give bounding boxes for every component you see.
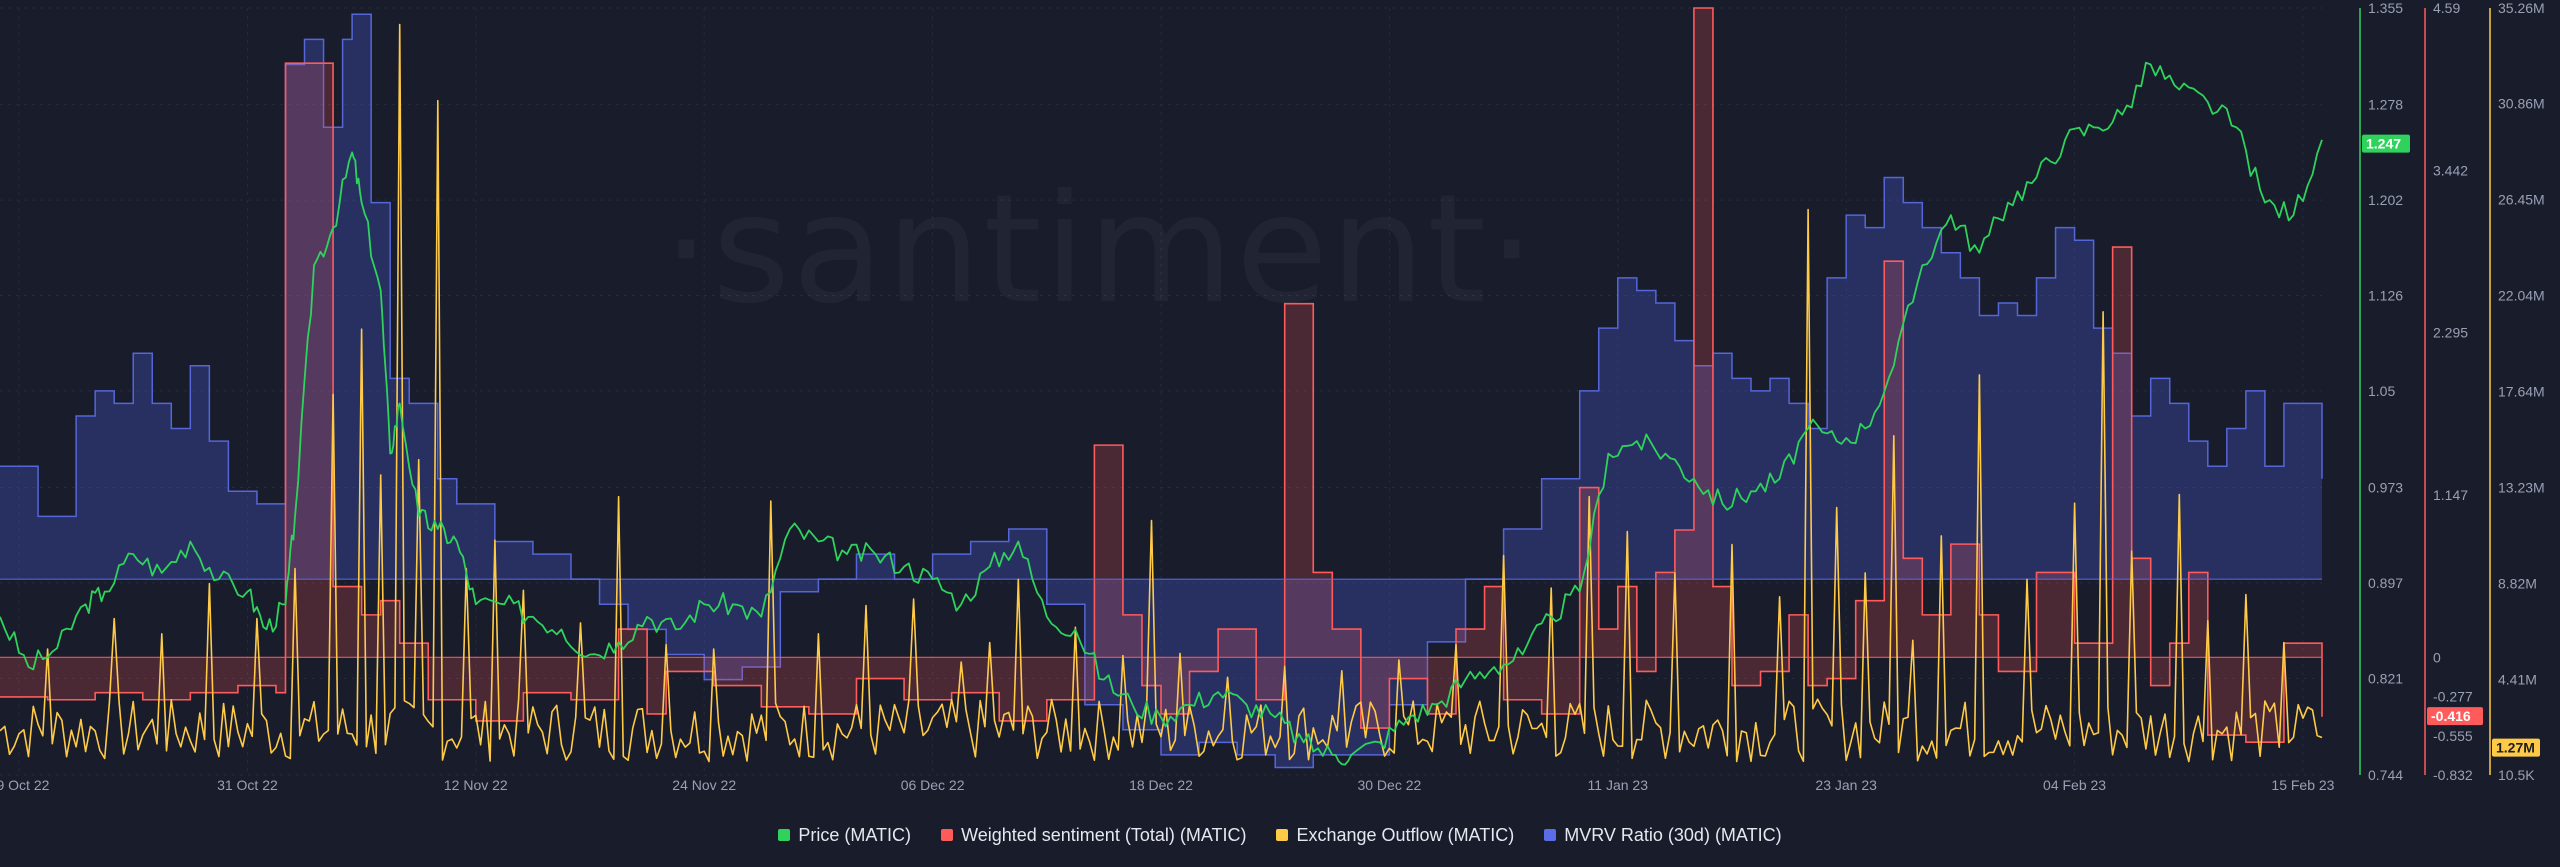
sentiment-tick-label: -0.832 xyxy=(2433,767,2473,783)
outflow-tick-label: 35.26M xyxy=(2498,0,2545,16)
x-tick-label: 04 Feb 23 xyxy=(2043,777,2106,793)
x-tick-label: 18 Dec 22 xyxy=(1129,777,1193,793)
price-tick-label: 1.202 xyxy=(2368,192,2403,208)
price-tick-label: 0.973 xyxy=(2368,480,2403,496)
x-tick-label: 11 Jan 23 xyxy=(1588,777,1649,793)
sentiment-tick-label: 1.147 xyxy=(2433,487,2468,503)
price-tick-label: 0.897 xyxy=(2368,575,2403,591)
price-tick-label: 0.821 xyxy=(2368,670,2403,686)
price-line xyxy=(0,61,2323,766)
sentiment-area xyxy=(0,8,2322,743)
legend-item-price[interactable]: Price (MATIC) xyxy=(778,825,911,846)
grid-lines xyxy=(0,7,2322,776)
series-sentiment xyxy=(0,7,2323,743)
sentiment-tick-label: -0.277 xyxy=(2433,688,2473,704)
outflow-tick-label: 17.64M xyxy=(2498,383,2545,399)
legend-label-sentiment: Weighted sentiment (Total) (MATIC) xyxy=(961,824,1247,845)
outflow-line xyxy=(0,23,2323,763)
legend: Price (MATIC) Weighted sentiment (Total)… xyxy=(0,820,2560,850)
mvrv-line xyxy=(0,13,2323,769)
price-tick-label: 1.126 xyxy=(2368,287,2403,303)
price-tick-label: 0.744 xyxy=(2368,767,2403,783)
reference-lines xyxy=(0,578,2322,658)
sentiment-line xyxy=(0,7,2323,743)
sentiment-tick-label: 0 xyxy=(2433,649,2441,665)
outflow-tick-label: 26.45M xyxy=(2498,192,2545,208)
outflow-current-badge xyxy=(2492,738,2540,757)
outflow-tick-label: 30.86M xyxy=(2498,96,2545,112)
outflow-tick-label: 10.5K xyxy=(2498,767,2535,783)
legend-swatch-sentiment xyxy=(941,829,954,841)
outflow-tick-label: 4.41M xyxy=(2498,671,2537,687)
sentiment-current-value: -0.416 xyxy=(2431,708,2471,724)
legend-swatch-mvrv xyxy=(1544,829,1557,841)
price-current-value: 1.247 xyxy=(2366,136,2401,152)
x-tick-label: 12 Nov 22 xyxy=(444,777,508,793)
legend-label-outflow: Exchange Outflow (MATIC) xyxy=(1296,824,1515,845)
x-tick-label: 30 Dec 22 xyxy=(1357,777,1421,793)
legend-label-mvrv: MVRV Ratio (30d) (MATIC) xyxy=(1564,824,1782,845)
outflow-tick-label: 8.82M xyxy=(2498,575,2537,591)
series-outflow xyxy=(0,23,2323,763)
x-tick-label: 23 Jan 23 xyxy=(1815,777,1877,793)
legend-swatch-price xyxy=(778,829,791,841)
legend-item-outflow[interactable]: Exchange Outflow (MATIC) xyxy=(1276,825,1514,846)
legend-swatch-outflow xyxy=(1276,829,1289,841)
sentiment-tick-label: 3.442 xyxy=(2433,162,2468,178)
sentiment-tick-label: 2.295 xyxy=(2433,325,2468,341)
series-price xyxy=(0,61,2323,766)
legend-item-mvrv[interactable]: MVRV Ratio (30d) (MATIC) xyxy=(1544,824,1782,846)
x-tick-label: 06 Dec 22 xyxy=(901,777,965,793)
sentiment-tick-label: -0.555 xyxy=(2433,728,2473,744)
sentiment-current-badge xyxy=(2427,707,2483,726)
x-tick-label: 19 Oct 22 xyxy=(0,777,50,793)
outflow-current-value: 1.27M xyxy=(2496,740,2535,756)
price-tick-label: 1.05 xyxy=(2368,383,2395,399)
outflow-tick-label: 13.23M xyxy=(2498,479,2545,495)
legend-item-sentiment[interactable]: Weighted sentiment (Total) (MATIC) xyxy=(941,825,1246,846)
x-tick-label: 24 Nov 22 xyxy=(672,777,736,793)
axes: 1.355 1.278 1.202 1.126 1.05 0.973 0.897 0.821 0… xyxy=(0,0,2545,793)
price-current-badge xyxy=(2362,134,2410,153)
price-tick-label: 1.355 xyxy=(2368,0,2403,16)
outflow-tick-label: 22.04M xyxy=(2498,288,2545,304)
sentiment-tick-label: 4.59 xyxy=(2433,0,2460,16)
x-tick-label: 15 Feb 23 xyxy=(2271,777,2334,793)
legend-label-price: Price (MATIC) xyxy=(798,824,912,845)
price-tick-label: 1.278 xyxy=(2368,97,2403,113)
x-tick-label: 31 Oct 22 xyxy=(217,777,278,793)
